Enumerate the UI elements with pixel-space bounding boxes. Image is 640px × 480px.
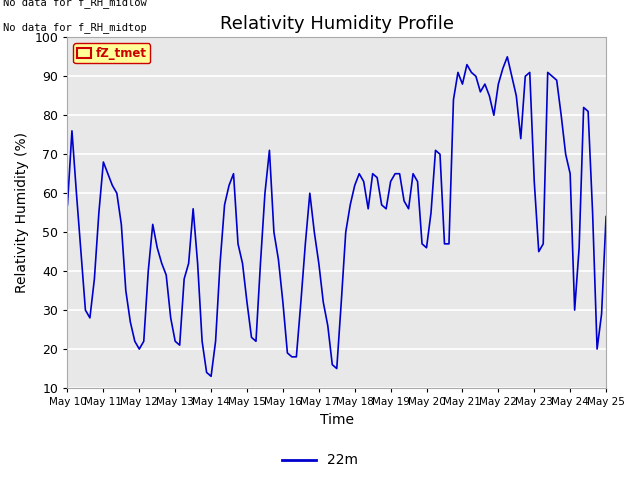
Title: Relativity Humidity Profile: Relativity Humidity Profile	[220, 15, 454, 33]
Text: No data for f_RH_midtop: No data for f_RH_midtop	[3, 22, 147, 33]
Text: No data for f_RH_midlow: No data for f_RH_midlow	[3, 0, 147, 8]
Legend: fZ_tmet: fZ_tmet	[74, 43, 150, 63]
Y-axis label: Relativity Humidity (%): Relativity Humidity (%)	[15, 132, 29, 293]
Legend: 22m: 22m	[276, 448, 364, 473]
X-axis label: Time: Time	[320, 413, 354, 427]
